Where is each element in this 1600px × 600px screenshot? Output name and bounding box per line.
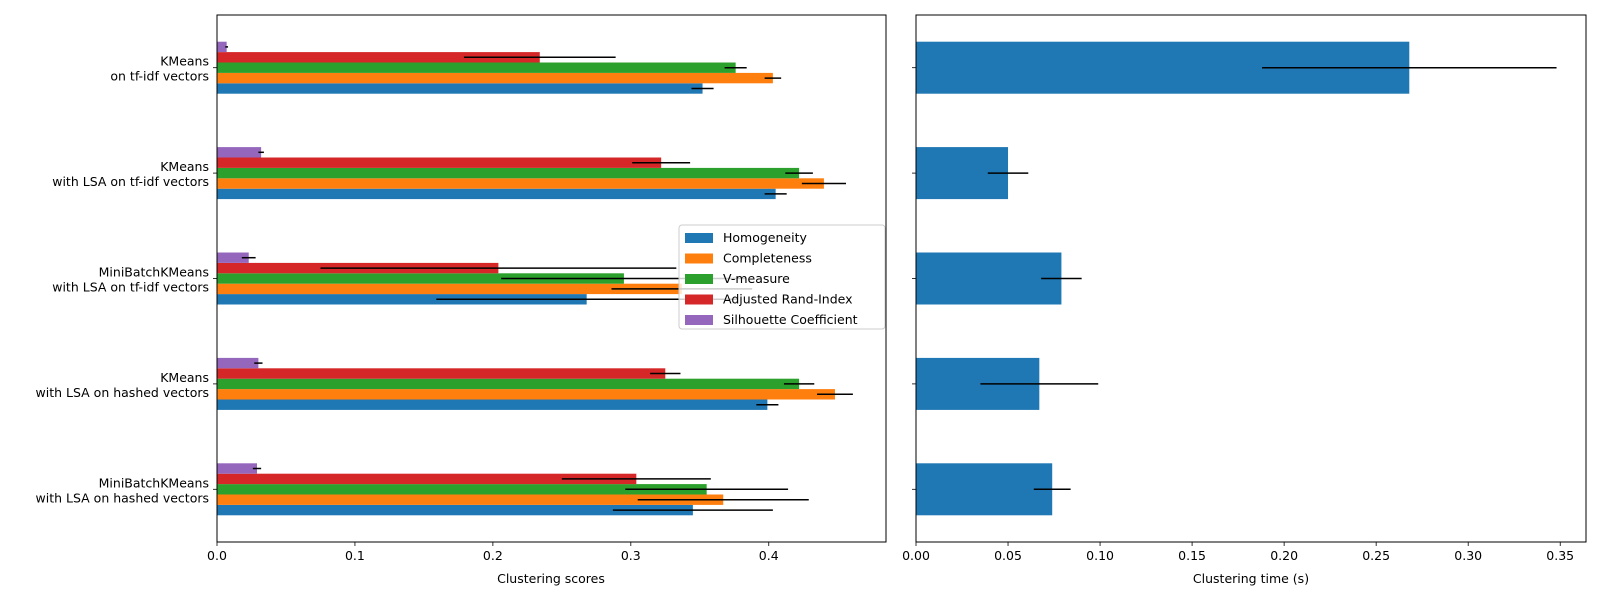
bar-homogeneity (217, 188, 776, 200)
bar-homogeneity (217, 83, 703, 94)
y-tick-label: KMeans with LSA on tf-idf vectors (52, 159, 209, 189)
legend-swatch (685, 315, 713, 325)
bar-v-measure (217, 167, 800, 179)
x-tick-label: 0.05 (994, 548, 1022, 563)
bar-v-measure (217, 484, 707, 495)
y-tick-label: MiniBatchKMeans with LSA on tf-idf vector… (52, 265, 209, 295)
bar-v-measure (217, 62, 736, 73)
bar-completeness (217, 178, 824, 189)
bar-adjusted-rand-index (217, 157, 662, 168)
legend-swatch (685, 253, 713, 264)
legend-swatch (685, 294, 713, 305)
x-tick-label: 0.1 (345, 548, 365, 563)
bar-silhouette-coefficient (217, 357, 259, 369)
y-tick-label: MiniBatchKMeans with LSA on hashed vector… (36, 475, 209, 505)
bar-completeness (217, 283, 682, 295)
x-tick-label: 0.25 (1362, 548, 1390, 563)
scores-bars (217, 41, 835, 516)
bar-silhouette-coefficient (217, 252, 249, 263)
time-x-ticks: 0.00 0.05 0.10 0.15 0.20 0.25 0.30 0.35 (902, 542, 1574, 563)
scores-chart: 0.0 0.1 0.2 0.3 0.4 KMeans on tf-idf vectorsK… (36, 14, 887, 586)
x-tick-label: 0.4 (759, 548, 779, 563)
bar-v-measure (217, 378, 800, 390)
bar-silhouette-coefficient (217, 147, 262, 158)
time-chart: 0.00 0.05 0.10 0.15 0.20 0.25 0.30 0.35 Cluster… (902, 14, 1587, 586)
bar-homogeneity (217, 399, 768, 410)
time-error-bars (980, 66, 1557, 491)
x-tick-label: 0.2 (483, 548, 503, 563)
bar-homogeneity (217, 504, 693, 516)
legend-swatch (685, 233, 713, 243)
bar-v-measure (217, 273, 624, 284)
bar-completeness (217, 72, 773, 84)
bar-adjusted-rand-index (217, 52, 540, 63)
x-tick-label: 0.10 (1086, 548, 1114, 563)
scores-x-axis-label: Clustering scores (497, 571, 605, 586)
time-y-ticks (912, 67, 916, 490)
legend-label: Adjusted Rand-Index (723, 292, 853, 307)
y-tick-label: KMeans with LSA on hashed vectors (36, 370, 209, 400)
x-tick-label: 0.3 (621, 548, 641, 563)
y-tick-label: KMeans on tf-idf vectors (110, 54, 209, 84)
bar-adjusted-rand-index (217, 473, 637, 485)
legend-label: Completeness (723, 251, 812, 266)
x-tick-label: 0.35 (1546, 548, 1574, 563)
x-tick-label: 0.30 (1454, 548, 1482, 563)
scores-y-ticks: KMeans on tf-idf vectors KMeans with LSA on… (36, 54, 217, 505)
x-tick-label: 0.15 (1178, 548, 1206, 563)
legend-label: Homogeneity (723, 230, 807, 245)
bar-silhouette-coefficient (217, 41, 227, 53)
legend: Homogeneity Completeness V-measure Adjusted… (678, 224, 886, 330)
bar-clustering-time (916, 252, 1062, 305)
scores-error-bars (225, 46, 853, 511)
legend-label: Silhouette Coefficient (723, 312, 858, 327)
bar-clustering-time (916, 463, 1053, 516)
legend-swatch (685, 274, 713, 284)
x-tick-label: 0.00 (902, 548, 930, 563)
scores-x-ticks: 0.0 0.1 0.2 0.3 0.4 (207, 542, 779, 563)
legend-label: V-measure (723, 271, 790, 286)
bar-silhouette-coefficient (217, 463, 258, 474)
bar-completeness (217, 389, 835, 400)
x-tick-label: 0.20 (1270, 548, 1298, 563)
bar-homogeneity (217, 294, 587, 305)
time-x-axis-label: Clustering time (s) (1193, 571, 1309, 586)
bar-completeness (217, 494, 724, 505)
legend-box (678, 224, 886, 330)
bar-adjusted-rand-index (217, 368, 666, 379)
x-tick-label: 0.0 (207, 548, 227, 563)
